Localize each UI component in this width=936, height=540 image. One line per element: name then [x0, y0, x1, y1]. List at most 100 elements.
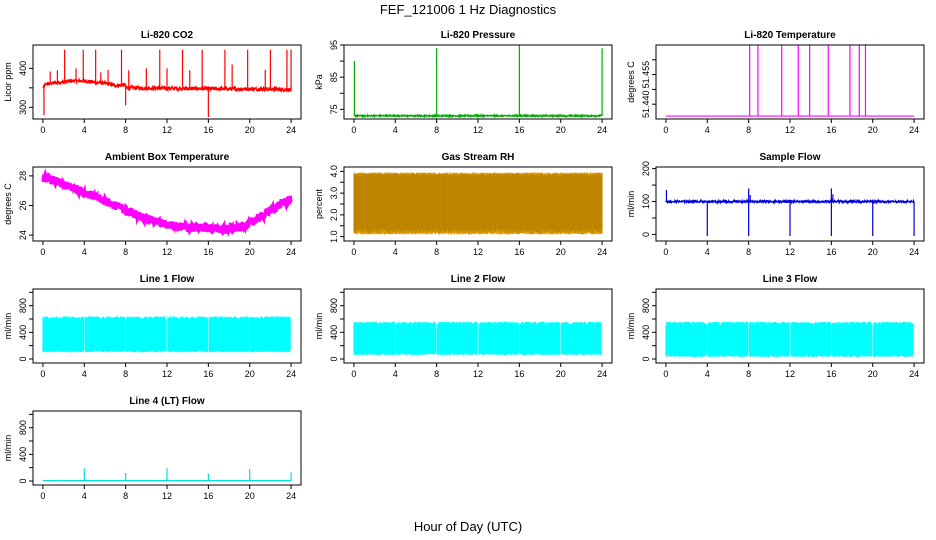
- x-tick-label: 16: [514, 125, 524, 135]
- x-tick-label: 24: [286, 369, 296, 379]
- y-tick-label: 4.0: [329, 165, 339, 178]
- y-tick-label: 95: [329, 40, 339, 50]
- x-tick-label: 20: [556, 247, 566, 257]
- plot-frame: [32, 166, 302, 242]
- x-tick-label: 12: [473, 369, 483, 379]
- x-tick-label: 0: [40, 491, 45, 501]
- plot-frame: [655, 44, 925, 120]
- series-sample-flow: [665, 188, 915, 237]
- panel-title: Ambient Box Temperature: [105, 152, 230, 163]
- series-line4-flow: [42, 468, 292, 482]
- x-tick-label: 4: [82, 125, 87, 135]
- x-tick-label: 12: [785, 247, 795, 257]
- x-tick-label: 4: [705, 247, 710, 257]
- y-tick-label: 51.440: [641, 90, 651, 118]
- y-axis-label: Licor ppm: [3, 62, 13, 102]
- x-tick-label: 12: [785, 369, 795, 379]
- y-axis-label: degrees C: [3, 183, 13, 225]
- panel-title: Sample Flow: [759, 152, 820, 163]
- x-tick-label: 4: [82, 247, 87, 257]
- x-tick-label: 0: [40, 247, 45, 257]
- x-tick-label: 4: [82, 491, 87, 501]
- x-tick-label: 20: [868, 369, 878, 379]
- plot-frame: [343, 44, 613, 120]
- x-tick-label: 12: [473, 125, 483, 135]
- y-tick-label: 800: [641, 298, 651, 313]
- x-tick-label: 20: [556, 369, 566, 379]
- y-tick-label: 28: [18, 171, 28, 181]
- y-tick-label: 400: [18, 61, 28, 76]
- y-tick-label: 0: [18, 478, 28, 483]
- x-tick-label: 20: [868, 125, 878, 135]
- x-tick-label: 4: [393, 125, 398, 135]
- x-tick-label: 16: [826, 369, 836, 379]
- panel-title: Line 1 Flow: [140, 274, 195, 285]
- x-tick-label: 24: [909, 369, 919, 379]
- y-axis-label: ml/min: [3, 313, 13, 340]
- panel-co2: Li-820 CO2 0 4 8 12 16 20 24 300 400 Licor ppm: [3, 30, 302, 135]
- x-tick-label: 20: [868, 247, 878, 257]
- data-line: [41, 168, 293, 238]
- x-tick-label: 0: [663, 369, 668, 379]
- y-axis-label: ml/min: [626, 313, 636, 340]
- y-tick-label: 24: [18, 230, 28, 240]
- panel-title: Line 2 Flow: [451, 274, 506, 285]
- panel-ambient-temp: Ambient Box Temperature 0 4 8 12 16 20 24 24 26 28…: [3, 152, 302, 257]
- x-tick-label: 0: [351, 125, 356, 135]
- y-tick-label: 0: [18, 356, 28, 361]
- x-tick-label: 8: [746, 125, 751, 135]
- panel-line2-flow: Line 2 Flow 0 4 8 12 16 20 24 0 400 800 ml/min: [314, 274, 613, 379]
- data-line: [353, 112, 603, 119]
- x-tick-label: 4: [393, 247, 398, 257]
- panel-line4-flow: Line 4 (LT) Flow 0 4 8 12 16 20 24 0 400 800 ml/min: [3, 396, 302, 501]
- panel-title: Li-820 Pressure: [441, 30, 516, 41]
- x-tick-label: 0: [40, 125, 45, 135]
- y-tick-label: 0: [641, 356, 651, 361]
- panel-title: Line 3 Flow: [763, 274, 818, 285]
- x-tick-label: 8: [123, 247, 128, 257]
- x-tick-label: 24: [909, 247, 919, 257]
- x-tick-label: 24: [286, 125, 296, 135]
- data-line: [42, 76, 292, 94]
- y-tick-label: 800: [329, 298, 339, 313]
- x-tick-label: 24: [909, 125, 919, 135]
- x-axis-title: Hour of Day (UTC): [414, 519, 522, 534]
- x-tick-label: 12: [162, 125, 172, 135]
- y-tick-label: 0: [329, 356, 339, 361]
- x-tick-label: 20: [245, 369, 255, 379]
- x-tick-label: 0: [663, 247, 668, 257]
- series-co2: [42, 49, 292, 118]
- y-tick-label: 800: [18, 420, 28, 435]
- x-tick-label: 16: [514, 369, 524, 379]
- y-tick-label: 200: [641, 161, 651, 176]
- y-tick-label: 51.455: [641, 61, 651, 89]
- panel-title: Line 4 (LT) Flow: [129, 396, 205, 407]
- data-band: [42, 316, 291, 353]
- y-tick-label: 400: [329, 325, 339, 340]
- x-tick-label: 12: [162, 491, 172, 501]
- series-licor-temp: [665, 45, 915, 117]
- figure-title: FEF_121006 1 Hz Diagnostics: [380, 2, 557, 17]
- x-tick-label: 16: [826, 247, 836, 257]
- x-tick-label: 24: [286, 491, 296, 501]
- series-ambient-temp: [41, 168, 293, 238]
- panel-line3-flow: Line 3 Flow 0 4 8 12 16 20 24 0 400 800 ml/min: [626, 274, 925, 379]
- x-tick-label: 8: [434, 125, 439, 135]
- x-tick-label: 20: [245, 247, 255, 257]
- x-tick-label: 20: [556, 125, 566, 135]
- y-tick-label: 1.0: [329, 230, 339, 243]
- y-tick-label: 75: [329, 104, 339, 114]
- data-band: [353, 321, 602, 355]
- panel-title: Gas Stream RH: [442, 152, 515, 163]
- panel-licor-temp: Li-820 Temperature 0 4 8 12 16 20 24 51.44051.45…: [626, 30, 925, 135]
- y-axis-label: degrees C: [626, 61, 636, 103]
- x-tick-label: 8: [123, 125, 128, 135]
- y-tick-label: 400: [18, 447, 28, 462]
- series-line1-flow: [42, 316, 291, 353]
- x-tick-label: 8: [746, 247, 751, 257]
- y-tick-label: 2.0: [329, 209, 339, 222]
- series-rh: [353, 172, 603, 235]
- x-tick-label: 20: [245, 491, 255, 501]
- x-tick-label: 0: [351, 369, 356, 379]
